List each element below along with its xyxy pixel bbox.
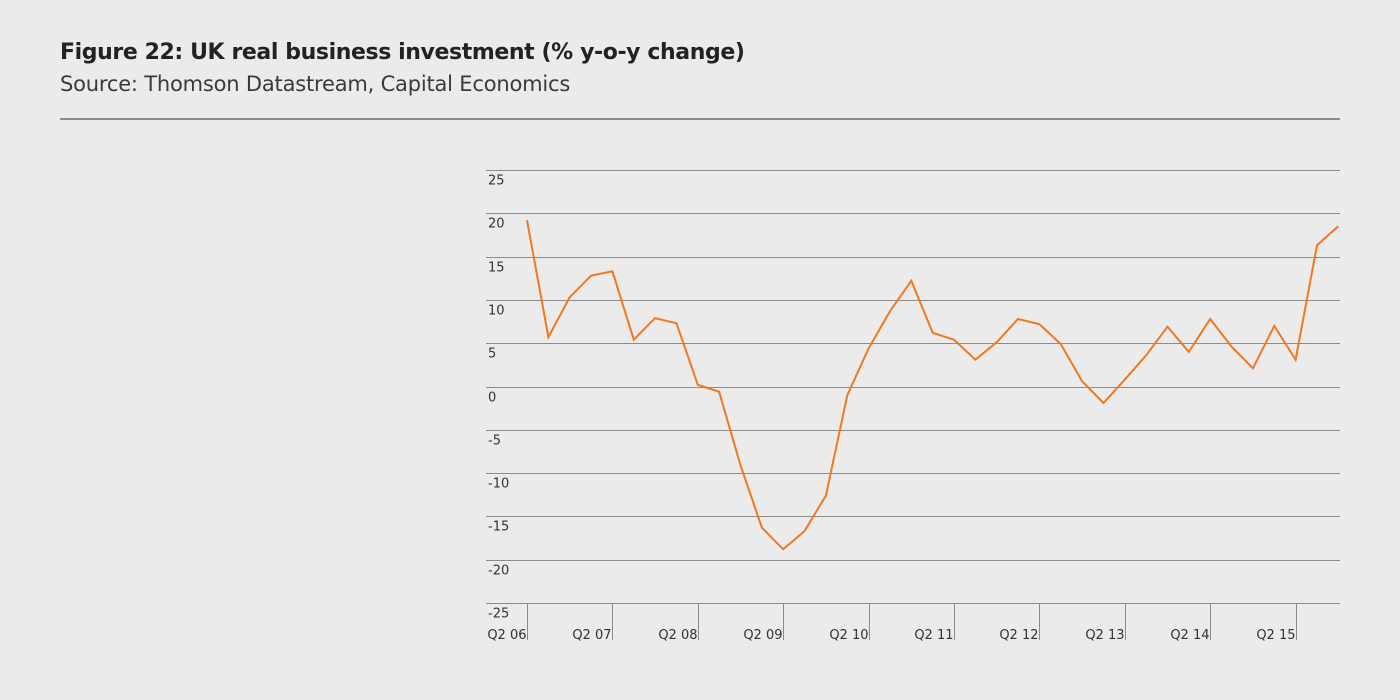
series-layer <box>526 220 1339 551</box>
chart-source: Source: Thomson Datastream, Capital Econ… <box>60 72 571 96</box>
header-divider <box>60 118 1340 120</box>
x-tick-label: Q2 09 <box>743 628 782 643</box>
x-tick-label: Q2 12 <box>999 628 1038 643</box>
y-tick-label: 20 <box>488 217 505 232</box>
y-tick-label: -10 <box>488 477 509 492</box>
x-tick-label: Q2 11 <box>914 628 953 643</box>
x-tick-label: Q2 15 <box>1256 628 1295 643</box>
y-tick-label: -5 <box>488 434 501 449</box>
x-tick-label: Q2 14 <box>1170 628 1209 643</box>
y-tick-label: -25 <box>488 607 509 622</box>
x-tick-label: Q2 06 <box>487 628 526 643</box>
y-axis-labels: 25 20 15 10 5 0 -5 -10 -15 -20 -25 <box>488 174 509 622</box>
x-axis: Q2 06 Q2 07 Q2 08 Q2 09 Q2 10 Q2 11 Q2 12 Q2 13… <box>487 603 1297 643</box>
y-tick-label: 10 <box>488 304 505 319</box>
chart-title: Figure 22: UK real business investment (… <box>60 40 745 65</box>
x-tick-label: Q2 08 <box>658 628 697 643</box>
y-tick-label: 5 <box>488 347 496 362</box>
y-tick-label: 0 <box>488 391 496 406</box>
y-tick-label: 25 <box>488 174 505 189</box>
series-line <box>526 220 1339 551</box>
x-tick-label: Q2 13 <box>1085 628 1124 643</box>
y-tick-label: -15 <box>488 520 509 535</box>
x-tick-label: Q2 10 <box>829 628 868 643</box>
x-tick-label: Q2 07 <box>572 628 611 643</box>
gridlines <box>486 170 1340 604</box>
y-tick-label: 15 <box>488 261 505 276</box>
y-tick-label: -20 <box>488 564 509 579</box>
